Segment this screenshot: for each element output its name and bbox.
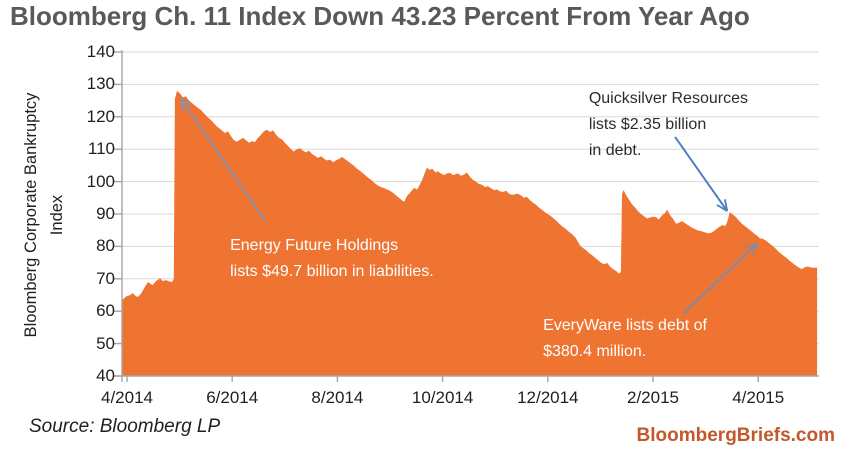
annotation-arrowhead-energy-future: [180, 98, 192, 106]
annotation-energy-future: Energy Future Holdings lists $49.7 billio…: [230, 233, 434, 285]
annotation-arrow-energy-future: [180, 98, 267, 223]
annotation-quicksilver-line1: Quicksilver Resources: [588, 90, 748, 108]
annotation-arrowhead-energy-future: [180, 98, 185, 111]
annotation-arrowhead-quicksilver: [716, 204, 728, 212]
y-tick-label: 90: [96, 204, 115, 223]
y-tick-label: 70: [96, 268, 115, 288]
annotation-arrowhead-quicksilver: [724, 199, 729, 212]
x-tick-label: 6/2014: [206, 388, 259, 407]
x-tick-label: 4/2015: [732, 388, 785, 407]
brand-logo-text: BloombergBriefs.com: [636, 425, 835, 446]
x-tick-label: 10/2014: [411, 388, 474, 407]
y-tick-label: 110: [87, 139, 115, 159]
annotation-energy-future-line1: Energy Future Holdings: [230, 237, 399, 255]
y-tick-label: 100: [86, 171, 115, 191]
y-tick-label: 50: [96, 333, 115, 353]
x-tick-label: 2/2015: [627, 388, 679, 407]
x-tick-label: 8/2014: [311, 388, 364, 407]
annotation-arrowhead-everyware: [751, 242, 758, 255]
annotation-everyware-line2: $380.4 million.: [543, 343, 647, 361]
area-series: [122, 90, 818, 377]
x-tick-label: 12/2014: [517, 388, 579, 407]
source-note: Source: Bloomberg LP: [29, 416, 221, 437]
y-tick-label: 120: [86, 106, 115, 126]
annotation-everyware: EveryWare lists debt of $380.4 million.: [543, 313, 707, 365]
chart-title: Bloomberg Ch. 11 Index Down 43.23 Percen…: [10, 1, 750, 31]
y-tick-label: 60: [96, 301, 115, 321]
annotation-arrow-everyware: [683, 242, 758, 314]
x-tick-label: 4/2014: [101, 388, 153, 407]
y-tick-label: 80: [96, 236, 115, 256]
annotation-quicksilver: Quicksilver Resources lists $2.35 billion…: [589, 86, 748, 164]
y-tick-label: 40: [96, 366, 115, 385]
annotation-quicksilver-line2: lists $2.35 billion: [588, 116, 707, 134]
y-tick-label: 130: [86, 74, 115, 94]
y-tick-label: 140: [86, 42, 115, 61]
annotation-arrowhead-everyware: [745, 242, 758, 249]
annotation-energy-future-line2: lists $49.7 billion in liabilities.: [230, 263, 434, 281]
annotation-quicksilver-line3: in debt.: [588, 142, 642, 160]
annotation-arrow-quicksilver: [674, 136, 729, 212]
annotation-everyware-line1: EveryWare lists debt of: [543, 317, 707, 335]
